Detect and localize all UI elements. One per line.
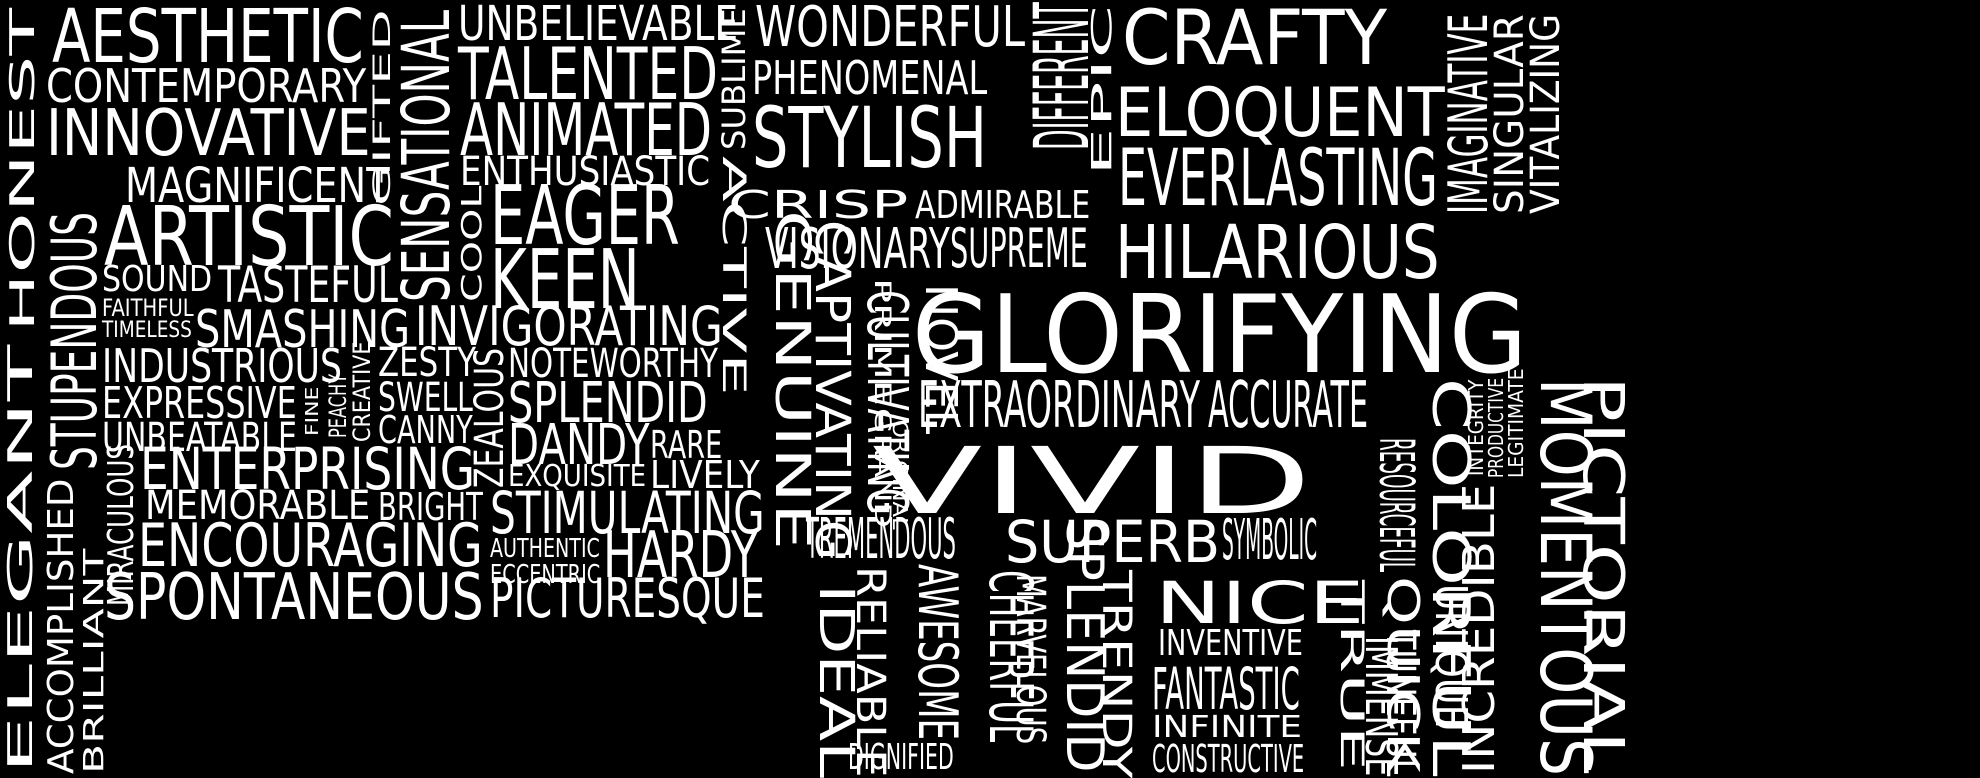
word-integrity: ACTIVE (715, 156, 753, 396)
word-extraordinary: GLORIFYING (912, 273, 1528, 398)
word-exceptional: PICTORIAL (1570, 376, 1635, 774)
word-visionary: ADMIRABLE (915, 183, 1091, 227)
word-creative: SENSATIONAL (388, 9, 465, 302)
word-enterprising: ENTERPRISING (140, 435, 476, 503)
word-noteworthy: NOTEWORTHY (508, 341, 718, 387)
word-spontaneous: SPONTANEOUS (104, 561, 484, 635)
word-nice: SYMBOLIC (1222, 508, 1318, 573)
word-artistic: ARTISTIC (104, 190, 394, 285)
word-different: SUBLIME (715, 8, 753, 151)
word-tremendous: VIVID (872, 428, 1312, 535)
word-unbeatable: UNBEATABLE (102, 415, 297, 461)
word-cheerful: TRENDY (1093, 570, 1139, 778)
word-elegant: STUPENDOUS (38, 212, 111, 470)
word-rare: RARE (650, 423, 723, 467)
word-sublime: ZEALOUS (467, 347, 513, 488)
word-supreme: VISIONARY (765, 217, 950, 282)
word-sound: SOUND (102, 259, 213, 300)
word-memorable: MEMORABLE (145, 483, 371, 529)
word-true: RESOURCEFUL (1368, 438, 1424, 573)
word-inventive: NICE (1155, 569, 1365, 637)
word-infinite: FANTASTIC (1152, 655, 1300, 723)
word-splendid: SPLENDID (508, 371, 708, 436)
word-honest: DIGNIFIED (848, 737, 954, 778)
word-tasteful: TASTEFUL (218, 256, 398, 314)
word-phenomenal: PHENOMENAL (752, 51, 988, 105)
word-accomplished: ELEGANT (1, 344, 41, 774)
word-picturesque: PICTURESQUE (490, 567, 765, 630)
word-fantastic: INVENTIVE (1158, 623, 1303, 664)
word-cultivating: ORIGINAL (888, 420, 912, 530)
word-reliable: MARVELOUS (1007, 574, 1053, 745)
word-hilarious: EVERLASTING (1118, 134, 1438, 224)
word-symbolic: SUPERB (1005, 508, 1220, 576)
word-innovative: INNOVATIVE (46, 97, 371, 171)
word-canny: CANNY (378, 408, 473, 452)
word-brilliant: ACCOMPLISHED (41, 478, 82, 774)
word-stylish: STYLISH (752, 89, 987, 187)
word-crafty: SUPREME (950, 217, 1088, 280)
word-constructive: INFINITE (1152, 710, 1302, 745)
word-wonderful: WONDERFUL (755, 0, 1026, 60)
word-stupendous: HONEST (3, 7, 43, 333)
word-dandy: DANDY (508, 413, 650, 478)
word-zesty: ZESTY (378, 340, 476, 386)
word-stimulating: STIMULATING (490, 479, 765, 547)
word-industrious: INDUSTRIOUS (102, 339, 342, 393)
word-animated: ANIMATED (460, 88, 713, 172)
word-faithful: FAITHFUL (102, 294, 194, 322)
word-authentic: AUTHENTIC (490, 534, 600, 564)
word-imaginative: EPIC (1085, 4, 1118, 177)
word-everlasting: ELOQUENT (1115, 74, 1445, 153)
word-swell: SWELL (378, 375, 473, 421)
word-peachy: CREATIVE (348, 341, 376, 442)
word-lively: LIVELY (650, 453, 760, 497)
word-resourceful: COLORFUL (1420, 378, 1480, 777)
word-unique: TUNEFUL (1377, 630, 1423, 777)
word-aesthetic: AESTHETIC (52, 0, 364, 80)
word-hardy: HARDY (603, 519, 759, 593)
word-invigorating: INVIGORATING (415, 295, 723, 358)
word-vivid: ACCURATE (1208, 369, 1369, 443)
word-prime: NOVEL (915, 284, 966, 435)
word-enthusiastic: ENTHUSIASTIC (460, 149, 711, 195)
word-smashing: SMASHING (195, 300, 411, 360)
word-novel: AWESOME (906, 564, 969, 740)
word-timeless: TIMELESS (102, 318, 192, 343)
word-glorifying: HILARIOUS (1115, 210, 1440, 296)
word-cool: FINE (302, 386, 323, 436)
word-original: RELIABLE (847, 566, 893, 778)
word-encouraging: ENCOURAGING (138, 511, 483, 581)
word-accurate: EXTRAORDINARY (918, 369, 1200, 443)
word-unbelievable: UNBELIEVABLE (458, 0, 739, 52)
word-superb: TREMENDOUS (806, 507, 956, 572)
word-zealous: COOL (455, 185, 488, 302)
word-dignified: CONSTRUCTIVE (1152, 737, 1305, 778)
word-magnificent: MAGNIFICENT (125, 158, 390, 214)
word-talented: TALENTED (458, 32, 719, 116)
word-colorful: PRODUCTIVE (1484, 377, 1508, 478)
word-eccentric: ECCENTRIC (490, 560, 601, 590)
word-gifted: MIRACULOUS (101, 443, 142, 606)
word-momentous: LEGITIMATE (1504, 368, 1528, 478)
word-eager: EAGER (490, 169, 680, 264)
word-eloquent: CRAFTY (1122, 0, 1388, 82)
word-fine: PEACHY (324, 373, 352, 438)
word-bright: BRIGHT (378, 485, 483, 529)
word-legitimate: CAPTIVATING (804, 220, 860, 561)
word-expressive: EXPRESSIVE (102, 378, 297, 429)
word-exquisite: EXQUISITE (508, 459, 647, 494)
word-contemporary: CONTEMPORARY (46, 59, 367, 113)
word-keen: KEEN (490, 233, 640, 328)
word-incredible: VITALIZING (1523, 13, 1569, 214)
word-genuine: PRIME (869, 278, 894, 406)
word-admirable: CRISP (728, 183, 909, 227)
